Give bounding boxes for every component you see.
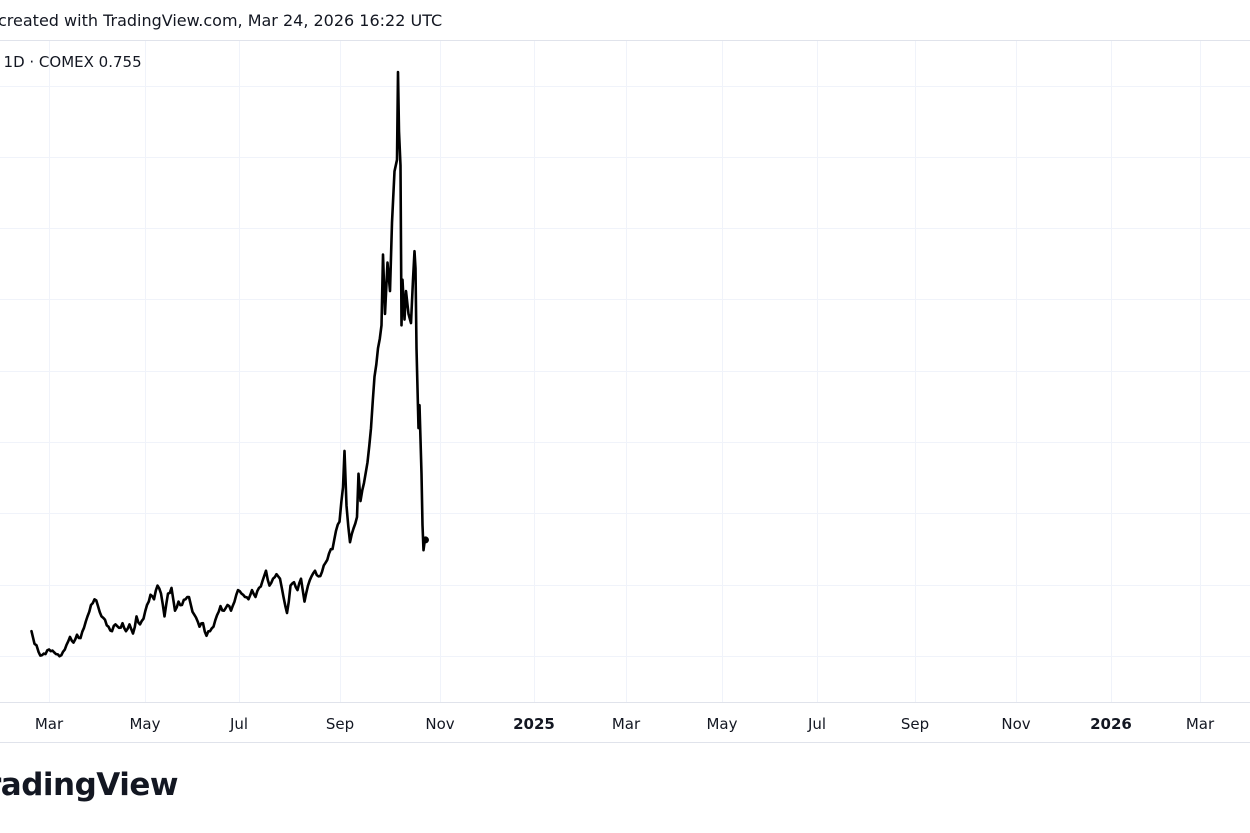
x-tick-label: Nov	[425, 715, 454, 733]
grid-lines	[0, 40, 1250, 702]
x-tick-label: Nov	[1001, 715, 1030, 733]
chart-attribution: created with TradingView.com, Mar 24, 20…	[0, 11, 443, 30]
price-line	[30, 70, 427, 658]
x-tick-label: May	[129, 715, 160, 733]
x-tick-label: Mar	[612, 715, 641, 733]
x-tick-label: Jul	[807, 715, 826, 733]
x-tick-label: 2026	[1090, 715, 1132, 733]
tradingview-logo-text: radingView	[0, 767, 179, 803]
price-chart[interactable]: Mar May Jul Sep Nov 2025 Mar May Jul Sep Nov 2026 Ma…	[0, 0, 1250, 760]
x-tick-label: Jul	[229, 715, 248, 733]
x-tick-label: Mar	[35, 715, 64, 733]
x-tick-label: Sep	[901, 715, 929, 733]
x-tick-label: 2025	[513, 715, 555, 733]
x-tick-label: Mar	[1186, 715, 1215, 733]
x-tick-label: Sep	[326, 715, 354, 733]
last-price-marker	[422, 536, 429, 544]
symbol-legend: · 1D · COMEX 0.755	[0, 53, 142, 71]
x-axis-ticks: Mar May Jul Sep Nov 2025 Mar May Jul Sep Nov 2026 Ma…	[35, 715, 1215, 733]
x-tick-label: May	[706, 715, 737, 733]
